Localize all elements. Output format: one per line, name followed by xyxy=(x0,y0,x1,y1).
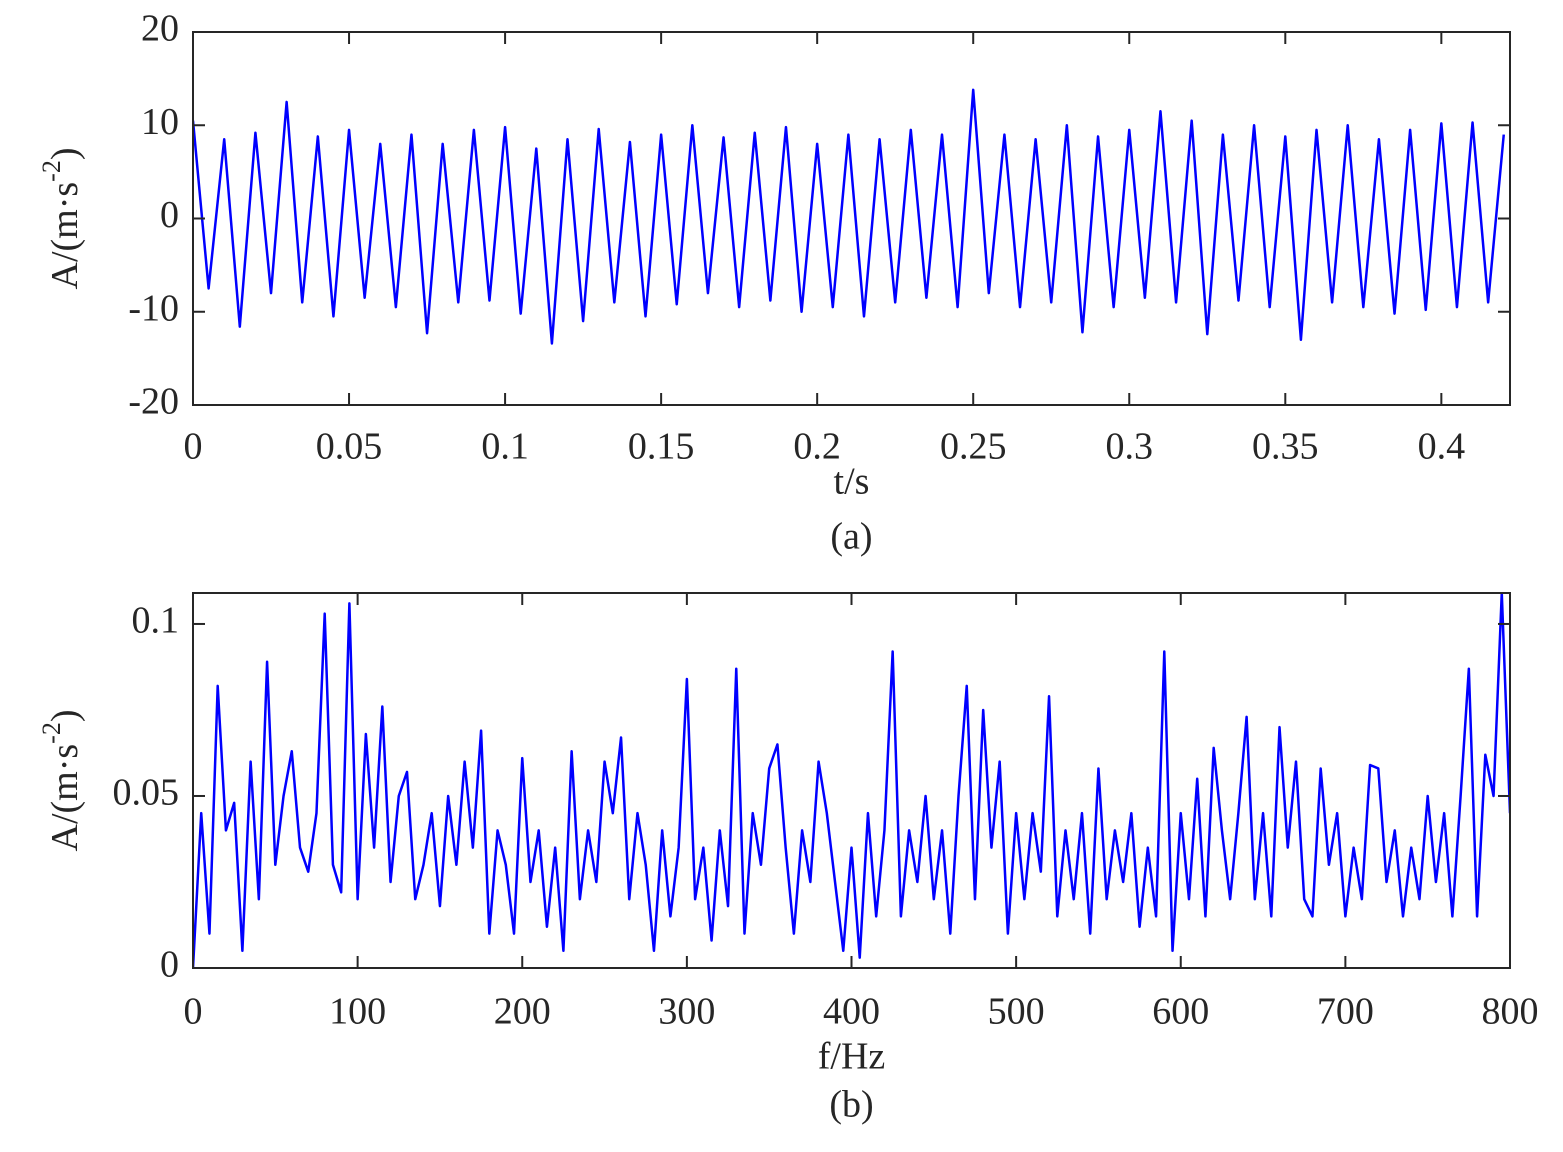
x-tick-label: 0.35 xyxy=(1252,426,1319,468)
y-label-sup: -2 xyxy=(37,722,66,744)
y-tick-label: 20 xyxy=(141,8,179,50)
caption: (a) xyxy=(830,516,872,558)
y-label-main: A/(m·s xyxy=(44,182,86,290)
y-axis-label: A/(m·s-2) xyxy=(37,710,86,852)
y-tick-label: 0.1 xyxy=(132,600,180,642)
x-tick-label: 0 xyxy=(184,991,203,1033)
y-tick-label: 10 xyxy=(141,101,179,143)
y-tick-label: 0.05 xyxy=(113,772,180,814)
y-axis-label: A/(m·s-2) xyxy=(37,148,86,290)
y-label-tail: ) xyxy=(44,710,86,723)
x-tick-label: 0.3 xyxy=(1106,426,1154,468)
x-tick-label: 300 xyxy=(658,991,715,1033)
y-tick-label: -10 xyxy=(128,287,179,329)
signal-line xyxy=(193,593,1510,968)
x-tick-label: 500 xyxy=(988,991,1045,1033)
signal-line xyxy=(193,88,1506,345)
plot-area xyxy=(193,593,1510,968)
x-tick-label: 800 xyxy=(1482,991,1539,1033)
x-tick-label: 0.05 xyxy=(316,426,383,468)
plot-area xyxy=(193,88,1506,345)
y-tick-label: 0 xyxy=(160,194,179,236)
x-tick-label: 0.15 xyxy=(628,426,695,468)
x-tick-label: 0.1 xyxy=(481,426,529,468)
x-axis-label: t/s xyxy=(834,461,870,503)
x-tick-label: 100 xyxy=(329,991,386,1033)
y-tick-label: 0 xyxy=(160,944,179,986)
x-tick-label: 0.4 xyxy=(1418,426,1466,468)
caption: (b) xyxy=(829,1084,873,1126)
axes-box xyxy=(192,31,1511,406)
x-tick-label: 0.2 xyxy=(793,426,841,468)
x-tick-label: 700 xyxy=(1317,991,1374,1033)
y-label-tail: ) xyxy=(44,148,86,161)
x-axis-label: f/Hz xyxy=(818,1036,886,1078)
y-label-main: A/(m·s xyxy=(44,744,86,852)
y-label-sup: -2 xyxy=(37,160,66,182)
x-tick-label: 600 xyxy=(1152,991,1209,1033)
x-tick-label: 0.25 xyxy=(940,426,1007,468)
y-tick-label: -20 xyxy=(128,381,179,423)
x-tick-label: 400 xyxy=(823,991,880,1033)
x-tick-label: 200 xyxy=(494,991,551,1033)
x-tick-label: 0 xyxy=(184,426,203,468)
